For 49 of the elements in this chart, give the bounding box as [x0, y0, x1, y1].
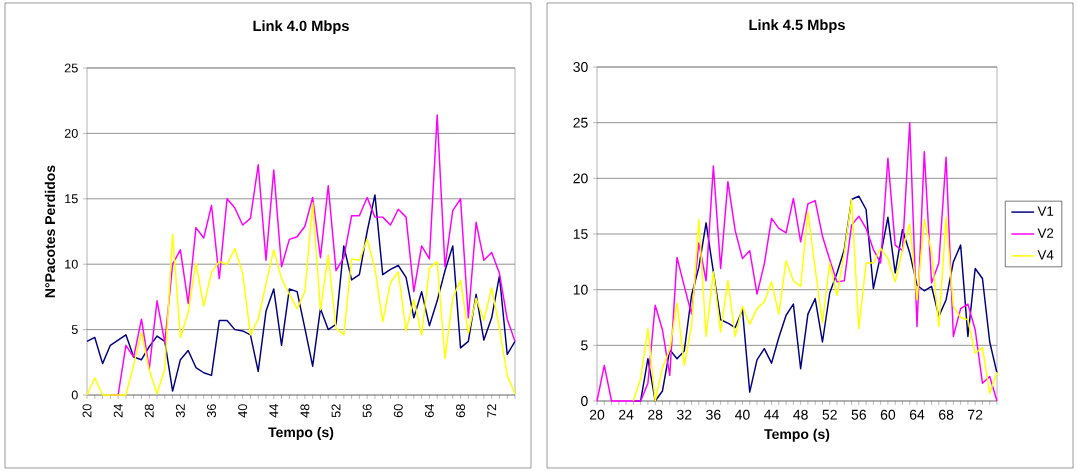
- y-tick-label: 25: [573, 117, 588, 128]
- y-tick-label: 10: [573, 284, 588, 295]
- x-tick-label: 60: [393, 404, 403, 418]
- legend-label: V4: [1037, 250, 1054, 260]
- y-tick-label: 15: [65, 194, 78, 204]
- x-tick-label: 60: [880, 409, 896, 420]
- x-tick-label: 24: [113, 404, 123, 418]
- x-tick-label: 24: [619, 409, 634, 420]
- x-tick-label: 44: [764, 409, 779, 420]
- x-tick-label: 52: [822, 409, 837, 420]
- y-tick-label: 15: [573, 229, 588, 239]
- y-tick-label: 20: [573, 173, 588, 184]
- x-tick-label: 56: [851, 409, 866, 420]
- x-tick-label: 68: [939, 409, 954, 420]
- x-tick-label: 52: [331, 404, 341, 418]
- y-tick-label: 30: [573, 62, 588, 72]
- x-axis-title: Tempo (s): [268, 426, 334, 441]
- x-tick-label: 48: [793, 409, 808, 420]
- x-tick-label: 68: [456, 404, 466, 418]
- y-tick-label: 25: [64, 63, 78, 73]
- x-tick-label: 36: [706, 409, 721, 420]
- legend-label: V1: [1037, 206, 1054, 216]
- y-tick-label: 5: [71, 325, 78, 335]
- legend-label: V2: [1037, 228, 1054, 238]
- chart-title: Link 4.5 Mbps: [749, 19, 845, 33]
- y-tick-label: 0: [71, 390, 78, 400]
- x-tick-label: 40: [734, 409, 750, 420]
- y-tick-label: 10: [65, 259, 78, 269]
- x-tick-label: 44: [269, 404, 279, 418]
- x-tick-label: 32: [175, 404, 185, 418]
- x-tick-label: 28: [144, 404, 154, 418]
- y-tick-label: 0: [581, 396, 588, 406]
- x-tick-label: 20: [589, 409, 605, 420]
- chart-title: Link 4.0 Mbps: [253, 20, 349, 34]
- y-tick-label: 5: [581, 340, 588, 351]
- x-tick-label: 56: [362, 404, 372, 418]
- x-tick-label: 32: [677, 409, 692, 420]
- x-axis-title: Tempo (s): [764, 428, 830, 442]
- y-tick-label: 20: [64, 128, 78, 138]
- x-tick-label: 48: [300, 404, 310, 418]
- x-tick-label: 40: [238, 404, 248, 418]
- x-tick-label: 72: [487, 404, 497, 418]
- x-tick-label: 28: [648, 409, 663, 420]
- x-tick-label: 20: [82, 404, 92, 418]
- x-tick-label: 36: [207, 404, 216, 418]
- x-tick-label: 72: [968, 409, 983, 420]
- x-tick-label: 64: [424, 404, 434, 418]
- y-axis-title: N°Pacotes Perdidos: [44, 165, 56, 298]
- x-tick-label: 64: [909, 409, 925, 420]
